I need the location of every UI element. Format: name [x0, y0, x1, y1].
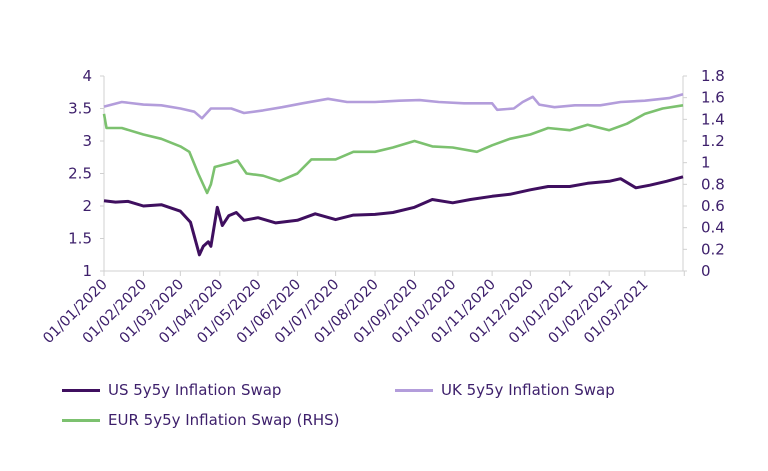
- left-tick-label: 1: [82, 262, 92, 280]
- legend-swatch-uk: [395, 388, 433, 392]
- series-line-uk: [103, 92, 684, 120]
- left-tick-label: 3: [82, 132, 92, 150]
- left-tick-label: 2.5: [68, 165, 92, 183]
- left-tick-label: 1.5: [68, 230, 92, 248]
- right-tick-label: 0.4: [701, 219, 725, 237]
- right-tick-label: 1.8: [701, 67, 725, 85]
- left-tick-label: 3.5: [68, 100, 92, 118]
- legend-label-us: US 5y5y Inflation Swap: [108, 381, 282, 399]
- legend-item-uk: UK 5y5y Inflation Swap: [395, 381, 615, 399]
- right-tick-label: 1.2: [701, 132, 725, 150]
- right-tick-label: 0.6: [701, 197, 725, 215]
- right-tick-label: 0.2: [701, 240, 725, 258]
- right-tick-label: 0.8: [701, 175, 725, 193]
- series-line-us: [103, 175, 684, 257]
- legend-swatch-eur: [62, 418, 100, 422]
- right-tick-label: 1: [701, 154, 711, 172]
- series-line-eur: [102, 104, 684, 195]
- legend-item-us: US 5y5y Inflation Swap: [62, 381, 281, 399]
- right-tick-label: 1.6: [701, 89, 725, 107]
- legend-label-uk: UK 5y5y Inflation Swap: [441, 381, 615, 399]
- left-tick-label: 2: [82, 197, 92, 215]
- legend-item-eur: EUR 5y5y Inflation Swap (RHS): [62, 411, 340, 429]
- right-tick-label: 1.4: [701, 110, 725, 128]
- right-tick-label: 0: [701, 262, 711, 280]
- left-tick-label: 4: [82, 67, 92, 85]
- legend-label-eur: EUR 5y5y Inflation Swap (RHS): [108, 411, 340, 429]
- legend-swatch-us: [62, 388, 100, 392]
